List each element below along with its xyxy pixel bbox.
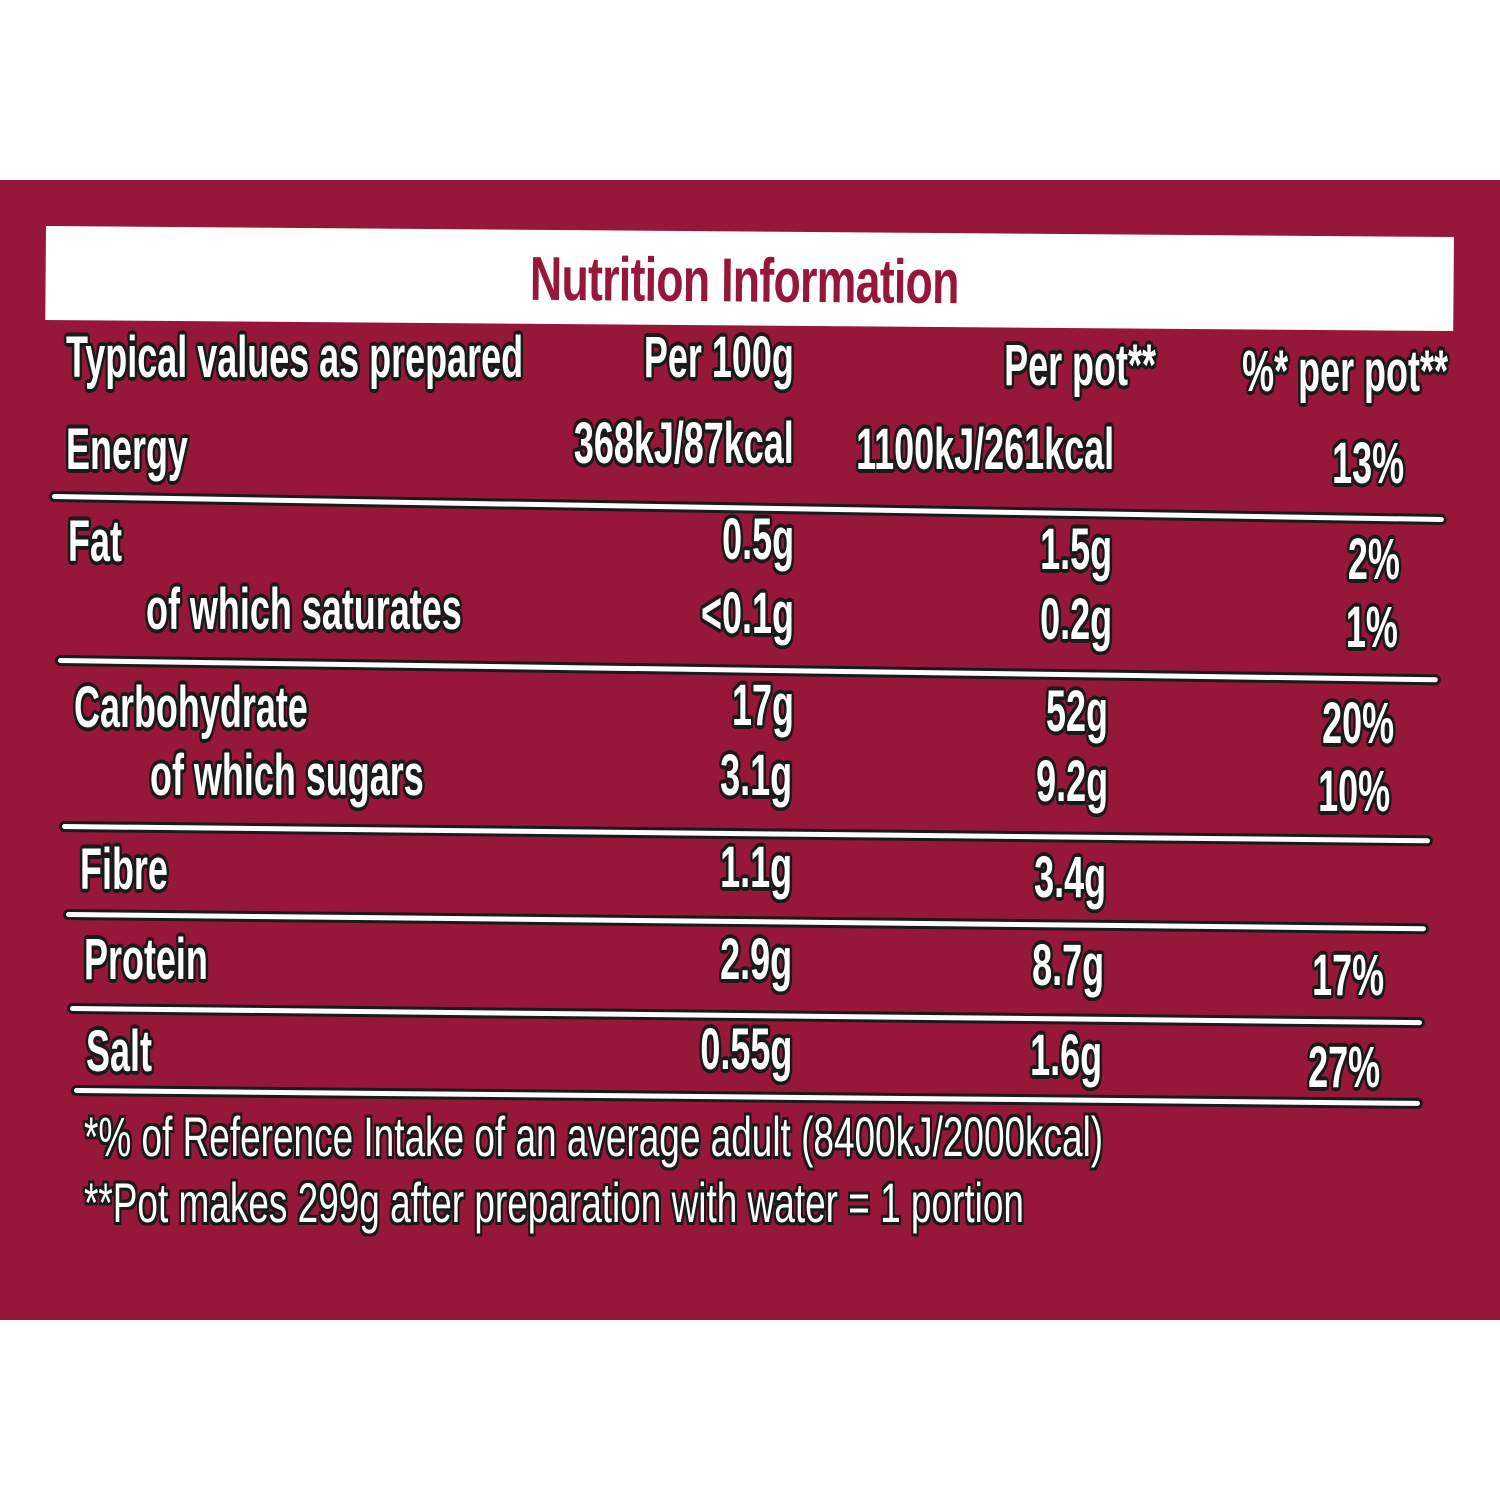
row-fibre-label: Fibre [80, 837, 168, 902]
row-protein-pct: 17% [1312, 943, 1384, 1008]
nutrition-panel [0, 180, 1500, 1320]
row-salt-pct: 27% [1308, 1035, 1380, 1100]
panel-title: Nutrition Information [529, 244, 960, 317]
row-carbohydrate-pct: 20% [1322, 691, 1394, 756]
row-carbohydrate-label: Carbohydrate [74, 675, 308, 740]
row-saturates-label: of which saturates [146, 577, 462, 642]
row-fibre-perpot: 3.4g [1034, 845, 1106, 910]
row-sugars-perpot: 9.2g [1036, 749, 1108, 814]
footnote-pot-portion: **Pot makes 299g after preparation with … [84, 1171, 1024, 1234]
header-pct: %* per pot** [1242, 339, 1448, 404]
row-energy-label: Energy [66, 417, 188, 482]
row-energy-pct: 13% [1332, 431, 1404, 496]
footnote-reference-intake: *% of Reference Intake of an average adu… [84, 1105, 1104, 1168]
row-protein-perpot: 8.7g [1032, 933, 1104, 998]
row-fat-per100g: 0.5g [722, 507, 794, 572]
row-sugars-per100g: 3.1g [720, 743, 792, 808]
row-fat-perpot: 1.5g [1040, 517, 1112, 582]
header-perpot: Per pot** [1004, 333, 1156, 398]
row-saturates-per100g: <0.1g [701, 581, 794, 646]
row-energy-per100g: 368kJ/87kcal [574, 411, 794, 476]
row-carbohydrate-perpot: 52g [1046, 679, 1108, 744]
row-salt-per100g: 0.55g [700, 1017, 792, 1082]
row-saturates-pct: 1% [1346, 595, 1398, 660]
row-protein-per100g: 2.9g [720, 927, 792, 992]
row-carbohydrate-per100g: 17g [732, 673, 794, 738]
row-sugars-pct: 10% [1318, 759, 1390, 824]
row-sugars-label: of which sugars [150, 743, 424, 808]
row-salt-label: Salt [86, 1019, 152, 1084]
row-saturates-perpot: 0.2g [1040, 587, 1112, 652]
header-per100g: Per 100g [644, 325, 794, 390]
header-label: Typical values as prepared [66, 325, 524, 390]
row-fibre-per100g: 1.1g [720, 835, 792, 900]
row-protein-label: Protein [84, 927, 208, 992]
row-energy-perpot: 1100kJ/261kcal [856, 417, 1114, 482]
row-salt-perpot: 1.6g [1030, 1023, 1102, 1088]
row-fat-label: Fat [68, 509, 122, 574]
title-bar: Nutrition Information [45, 226, 1454, 332]
row-fat-pct: 2% [1348, 527, 1400, 592]
